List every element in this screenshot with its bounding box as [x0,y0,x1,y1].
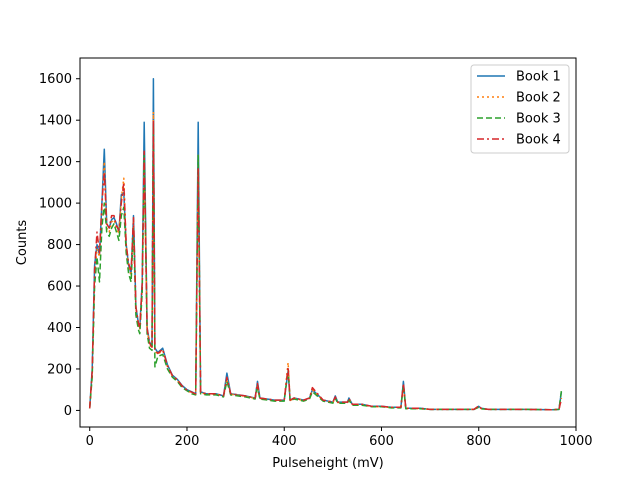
y-tick-label: 1400 [39,114,72,129]
y-tick-label: 0 [64,404,72,419]
series-layer [88,77,563,411]
plot-frame [79,57,577,428]
legend-label-4: Book 4 [516,133,561,148]
y-tick-label: 1200 [39,155,72,170]
x-tick-label: 1000 [559,434,592,449]
series-line-4 [88,119,563,411]
x-axis-title: Pulseheight (mV) [272,456,384,471]
y-axis: 0 200 400 600 800 1000 1200 1400 1600 [39,72,80,419]
y-tick-label: 600 [47,280,72,295]
y-tick-label: 800 [47,238,72,253]
x-tick-label: 0 [86,434,94,449]
legend-label-1: Book 1 [516,70,561,85]
x-tick-label: 800 [466,434,491,449]
x-tick-label: 400 [272,434,297,449]
x-axis: 0 200 400 600 800 1000 [86,427,593,449]
y-tick-label: 400 [47,321,72,336]
y-axis-title: Counts [15,220,30,266]
x-tick-label: 200 [175,434,200,449]
y-tick-label: 1000 [39,197,72,212]
x-tick-label: 600 [369,434,394,449]
y-tick-label: 200 [47,362,72,377]
legend-box [470,64,570,154]
legend-label-3: Book 3 [516,112,561,127]
y-tick-label: 1600 [39,72,72,87]
legend-label-2: Book 2 [516,91,561,106]
legend: Book 1 Book 2 Book 3 Book 4 [470,64,570,154]
